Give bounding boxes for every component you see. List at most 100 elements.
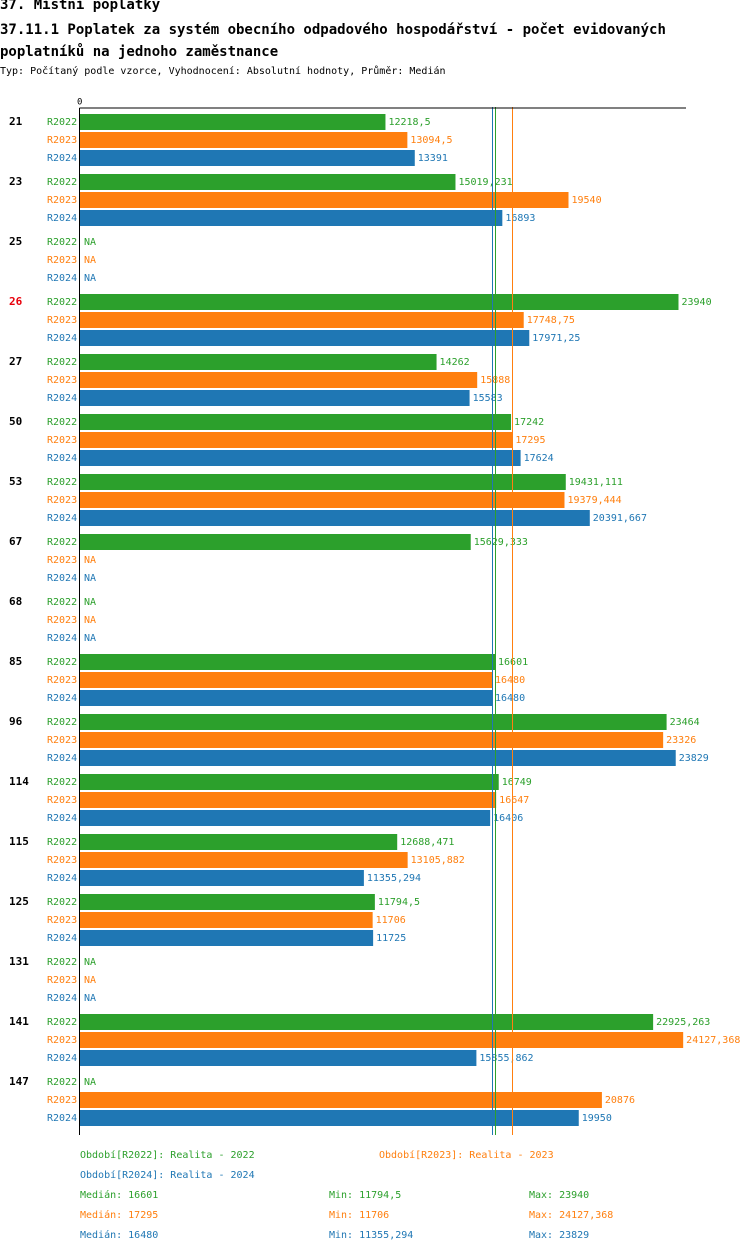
series-label: R2024: [47, 873, 77, 884]
bar: [80, 492, 565, 508]
category-label: 68: [9, 595, 22, 608]
series-label: R2022: [47, 597, 77, 608]
bar: [80, 534, 471, 550]
chart-title: 37.11.1 Poplatek za systém obecního odpa…: [0, 22, 666, 60]
bar: [80, 330, 530, 346]
value-label: 19379,444: [567, 495, 621, 506]
series-label: R2023: [47, 195, 77, 206]
series-label: R2022: [47, 117, 77, 128]
na-label: NA: [84, 615, 96, 626]
legend-period-r2024: Období[R2024]: Realita - 2024: [80, 1170, 255, 1181]
section-title: 37. Místní poplatky: [0, 0, 161, 13]
series-label: R2023: [47, 1035, 77, 1046]
bar: [80, 312, 524, 328]
bar: [80, 114, 386, 130]
bar: [80, 1110, 579, 1126]
value-label: 11355,294: [367, 873, 421, 884]
series-label: R2024: [47, 393, 77, 404]
value-label: 16893: [505, 213, 535, 224]
bar: [80, 510, 590, 526]
series-label: R2023: [47, 675, 77, 686]
legend-period-r2023: Období[R2023]: Realita - 2023: [379, 1150, 554, 1161]
bar: [80, 930, 374, 946]
bar: [80, 390, 470, 406]
bar: [80, 174, 456, 190]
na-label: NA: [84, 993, 96, 1004]
bar: [80, 672, 492, 688]
bar: [80, 414, 512, 430]
bar: [80, 834, 398, 850]
category-label: 141: [9, 1015, 29, 1028]
category-label: 21: [9, 115, 23, 128]
category-label: 23: [9, 175, 22, 188]
legend-min-r2022: Min: 11794,5: [329, 1190, 402, 1201]
na-label: NA: [84, 633, 96, 644]
value-label: 23940: [682, 297, 712, 308]
bar: [80, 354, 437, 370]
category-label: 115: [9, 835, 29, 848]
category-label: 67: [9, 535, 22, 548]
series-label: R2022: [47, 297, 77, 308]
bar: [80, 912, 373, 928]
series-label: R2022: [47, 837, 77, 848]
series-label: R2023: [47, 375, 77, 386]
series-label: R2024: [47, 1053, 77, 1064]
value-label: 24127,368: [686, 1035, 740, 1046]
series-label: R2024: [47, 453, 77, 464]
series-label: R2023: [47, 855, 77, 866]
bar: [80, 150, 415, 166]
bar: [80, 432, 513, 448]
category-label: 114: [9, 775, 29, 788]
category-label: 50: [9, 415, 22, 428]
series-label: R2023: [47, 435, 77, 446]
legend-median-r2024: Medián: 16480: [80, 1230, 159, 1241]
series-label: R2022: [47, 777, 77, 788]
na-label: NA: [84, 255, 96, 266]
bar: [80, 792, 497, 808]
value-label: 20391,667: [593, 513, 647, 524]
legend-median-r2022: Medián: 16601: [80, 1190, 159, 1201]
bar: [80, 714, 667, 730]
na-label: NA: [84, 597, 96, 608]
value-label: 13391: [418, 153, 448, 164]
value-label: 13094,5: [410, 135, 452, 146]
series-label: R2022: [47, 177, 77, 188]
value-label: 16480: [495, 693, 525, 704]
series-label: R2024: [47, 513, 77, 524]
value-label: 16601: [498, 657, 528, 668]
series-label: R2022: [47, 717, 77, 728]
category-label: 147: [9, 1075, 29, 1088]
series-label: R2024: [47, 813, 77, 824]
series-label: R2022: [47, 237, 77, 248]
value-label: 15629,333: [474, 537, 528, 548]
series-label: R2022: [47, 357, 77, 368]
bar: [80, 210, 503, 226]
category-label: 53: [9, 475, 22, 488]
bar: [80, 1050, 477, 1066]
bar: [80, 1092, 602, 1108]
bar: [80, 372, 478, 388]
category-label: 27: [9, 355, 22, 368]
na-label: NA: [84, 957, 96, 968]
value-label: 17624: [524, 453, 554, 464]
series-label: R2024: [47, 693, 77, 704]
series-label: R2023: [47, 555, 77, 566]
bar: [80, 192, 569, 208]
bar: [80, 852, 408, 868]
series-label: R2024: [47, 333, 77, 344]
value-label: 19540: [572, 195, 602, 206]
value-label: 22925,263: [656, 1017, 710, 1028]
series-label: R2023: [47, 915, 77, 926]
category-label: 26: [9, 295, 23, 308]
category-label: 85: [9, 655, 22, 668]
value-label: 23829: [679, 753, 709, 764]
series-label: R2022: [47, 537, 77, 548]
series-label: R2024: [47, 753, 77, 764]
value-label: 17971,25: [532, 333, 580, 344]
bar: [80, 870, 364, 886]
value-label: 17295: [515, 435, 545, 446]
series-label: R2024: [47, 633, 77, 644]
category-label: 125: [9, 895, 29, 908]
series-label: R2024: [47, 213, 77, 224]
value-label: 13105,882: [411, 855, 465, 866]
